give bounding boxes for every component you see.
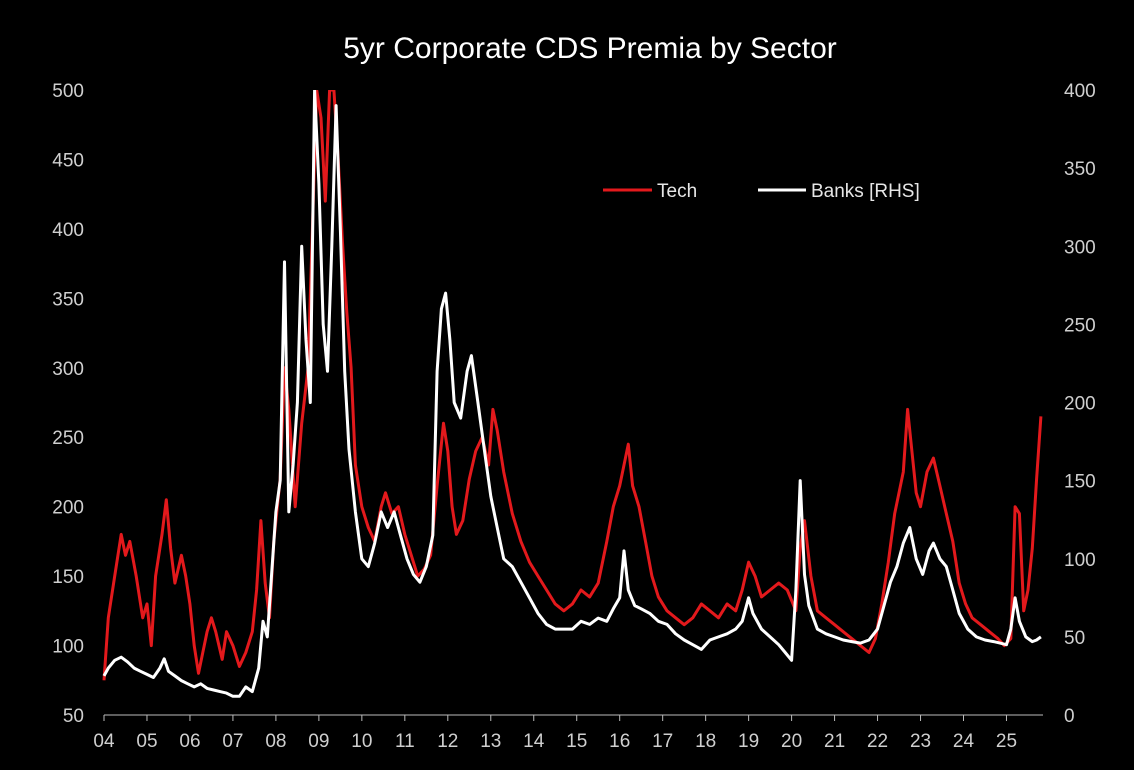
x-tick-label: 24 <box>953 731 975 752</box>
right-tick-label: 350 <box>1064 159 1096 180</box>
x-tick-label: 22 <box>867 731 888 752</box>
x-tick-label: 13 <box>480 731 501 752</box>
left-tick-label: 450 <box>52 150 84 171</box>
series-line-tech <box>102 90 1043 681</box>
right-tick-label: 200 <box>1064 394 1096 415</box>
left-tick-label: 100 <box>52 637 84 658</box>
x-tick-label: 11 <box>395 731 415 752</box>
right-y-axis: 0 50 100 150 200 250 300 350 400 <box>1064 81 1096 727</box>
x-tick-label: 19 <box>738 731 759 752</box>
x-tick-label: 23 <box>910 731 931 752</box>
legend: Tech Banks [RHS] <box>603 181 920 202</box>
series-layer <box>102 90 1043 698</box>
right-tick-label: 300 <box>1064 237 1096 258</box>
left-tick-label: 500 <box>52 81 84 102</box>
x-tick-label: 08 <box>265 731 286 752</box>
x-tick-label: 05 <box>136 731 157 752</box>
x-tick-label: 18 <box>695 731 716 752</box>
left-tick-label: 150 <box>52 567 84 588</box>
right-tick-label: 50 <box>1064 628 1085 649</box>
x-tick-label: 17 <box>652 731 673 752</box>
left-tick-label: 400 <box>52 220 84 241</box>
left-tick-label: 200 <box>52 498 84 519</box>
x-tick-label: 15 <box>566 731 587 752</box>
left-tick-label: 300 <box>52 359 84 380</box>
left-y-axis: 50 100 150 200 250 300 350 400 450 500 <box>52 81 84 727</box>
x-tick-label: 06 <box>179 731 200 752</box>
right-tick-label: 100 <box>1064 550 1096 571</box>
series-line-banks <box>102 90 1042 698</box>
legend-label-tech: Tech <box>657 181 697 202</box>
right-tick-label: 400 <box>1064 81 1096 102</box>
x-tick-label: 20 <box>781 731 802 752</box>
x-tick-label: 12 <box>437 731 458 752</box>
left-tick-label: 350 <box>52 289 84 310</box>
chart-title: 5yr Corporate CDS Premia by Sector <box>343 32 837 65</box>
x-tick-label: 14 <box>523 731 545 752</box>
x-tick-label: 10 <box>351 731 372 752</box>
x-tick-label: 09 <box>308 731 329 752</box>
right-tick-label: 0 <box>1064 706 1075 727</box>
x-tick-label: 25 <box>996 731 1017 752</box>
x-tick-label: 16 <box>609 731 630 752</box>
x-tick-label: 07 <box>222 731 243 752</box>
x-tick-label: 04 <box>93 731 115 752</box>
left-tick-label: 250 <box>52 428 84 449</box>
x-tick-label: 21 <box>824 731 845 752</box>
right-tick-label: 150 <box>1064 472 1096 493</box>
x-axis: 04 05 06 07 08 09 10 11 12 13 14 15 16 17 18 19 20 21 22 23… <box>93 714 1043 752</box>
left-tick-label: 50 <box>63 706 84 727</box>
right-tick-label: 250 <box>1064 315 1096 336</box>
legend-label-banks: Banks [RHS] <box>811 181 920 202</box>
